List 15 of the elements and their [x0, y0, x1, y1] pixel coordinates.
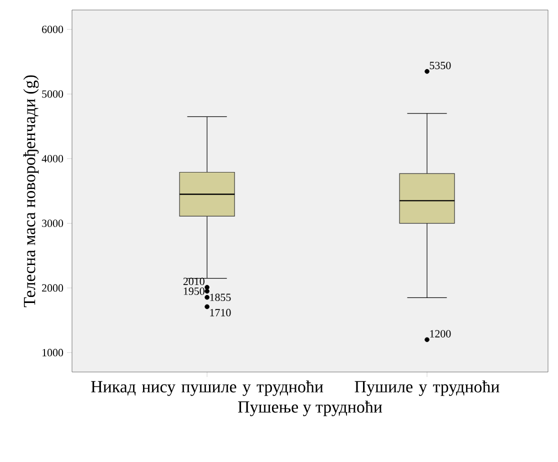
x-tick-label: Пушиле у трудноћи [354, 380, 500, 396]
annotation: 1710 [210, 308, 231, 316]
annotation: 1855 [210, 294, 231, 302]
y-tick-label: 2000 [42, 284, 64, 292]
y-tick-label: 6000 [42, 26, 64, 34]
annotation: 5350 [430, 62, 451, 70]
x-axis-title: Пушење у трудноћи [238, 400, 382, 416]
y-tick-label: 5000 [42, 90, 64, 98]
annotation: 1950 [184, 288, 204, 295]
y-tick-label: 3000 [42, 220, 64, 228]
y-tick-label: 4000 [42, 154, 64, 162]
x-tick-label: Никад нису пушиле у трудноћи [91, 380, 324, 396]
annotation: 1200 [430, 330, 451, 338]
y-tick-label: 1000 [42, 348, 64, 356]
y-axis-title: Телесна маса новорођенчади (g) [23, 75, 39, 308]
